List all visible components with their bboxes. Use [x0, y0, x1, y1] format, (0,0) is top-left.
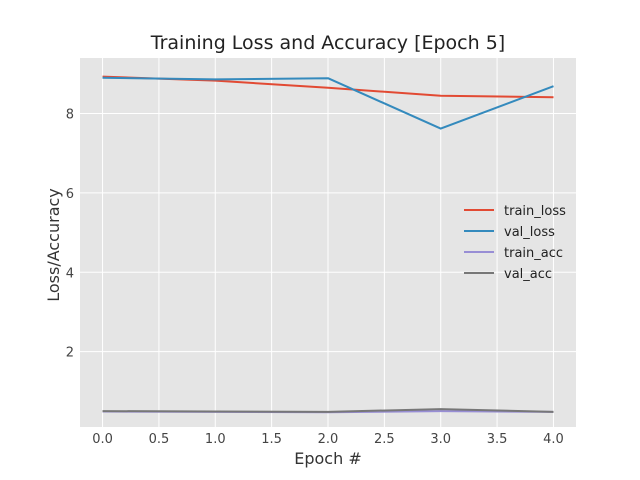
legend-label: val_acc: [504, 267, 552, 282]
series-lines: [102, 75, 554, 414]
y-tick-label: 4: [66, 266, 74, 281]
x-tick-label: 3.5: [487, 432, 508, 447]
x-tick-labels: 0.0 0.5 1.0 1.5 2.0 2.5 3.0 3.5 4.0: [92, 432, 564, 447]
x-tick-label: 4.0: [543, 432, 564, 447]
legend: train_loss val_loss train_acc val_acc: [464, 204, 566, 282]
x-tick-label: 3.0: [430, 432, 451, 447]
legend-label: train_loss: [504, 204, 566, 219]
y-tick-label: 6: [66, 187, 74, 202]
x-tick-label: 0.5: [149, 432, 170, 447]
legend-label: val_loss: [504, 225, 555, 240]
x-axis-label: Epoch #: [294, 449, 361, 468]
y-tick-labels: 2 4 6 8: [66, 108, 74, 361]
chart-title: Training Loss and Accuracy [Epoch 5]: [150, 32, 505, 54]
series-line-val-loss: [102, 76, 554, 130]
y-axis-label: Loss/Accuracy: [44, 188, 63, 302]
y-tick-label: 8: [66, 108, 74, 123]
x-tick-label: 1.5: [261, 432, 282, 447]
x-tick-label: 0.0: [92, 432, 113, 447]
series-line-val-acc: [102, 408, 554, 413]
x-tick-label: 2.0: [318, 432, 339, 447]
x-tick-label: 1.0: [205, 432, 226, 447]
y-tick-label: 2: [66, 346, 74, 361]
x-tick-label: 2.5: [374, 432, 395, 447]
legend-label: train_acc: [504, 246, 563, 261]
